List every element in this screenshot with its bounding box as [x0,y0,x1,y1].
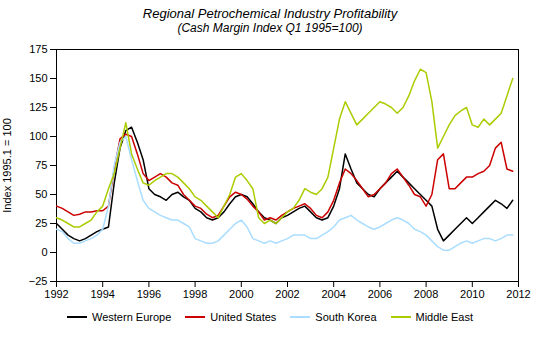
html-text:United States: United States [210,311,277,323]
svg-text:50: 50 [35,188,47,200]
svg-text:1994: 1994 [90,288,114,300]
svg-text:150: 150 [29,72,47,84]
svg-text:2002: 2002 [275,288,299,300]
html-text:South Korea: South Korea [315,311,377,323]
svg-text:1992: 1992 [44,288,68,300]
svg-text:75: 75 [35,159,47,171]
svg-text:175: 175 [29,43,47,55]
svg-text:2004: 2004 [321,288,345,300]
svg-text:1998: 1998 [183,288,207,300]
svg-text:125: 125 [29,101,47,113]
svg-text:1996: 1996 [137,288,161,300]
html-text:Regional Petrochemical Industr: Regional Petrochemical Industry Profitab… [142,6,398,21]
svg-text:100: 100 [29,130,47,142]
svg-text:2008: 2008 [414,288,438,300]
svg-text:Index 1995.1 = 100: Index 1995.1 = 100 [1,118,13,213]
svg-text:0: 0 [41,246,47,258]
svg-text:2010: 2010 [460,288,484,300]
svg-text:2006: 2006 [368,288,392,300]
svg-text:2000: 2000 [229,288,253,300]
svg-text:−25: −25 [29,275,48,287]
svg-text:2012: 2012 [506,288,530,300]
svg-text:25: 25 [35,217,47,229]
html-text:(Cash Margin Index Q1 1995=100: (Cash Margin Index Q1 1995=100) [177,21,363,35]
html-text:Middle East: Middle East [415,311,473,323]
html-text:Western Europe: Western Europe [92,311,172,323]
